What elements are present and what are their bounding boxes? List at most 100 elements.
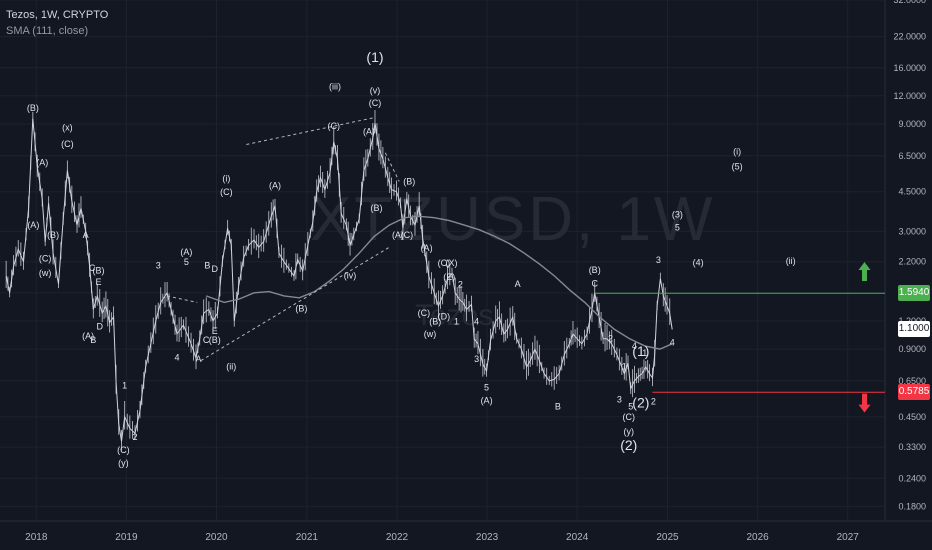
- name-watermark: Tezos: [415, 299, 493, 332]
- wave-label: 1: [122, 381, 127, 391]
- wave-label: (B): [295, 304, 307, 314]
- wave-label: D: [212, 264, 219, 274]
- wave-label: (A): [82, 331, 94, 341]
- wave-label: C: [89, 263, 96, 273]
- wave-label: (w): [39, 268, 52, 278]
- x-tick-label: 2023: [476, 532, 499, 543]
- price-line: [5, 118, 673, 442]
- y-tick-label: 9.0000: [898, 119, 926, 129]
- wave-label: 2: [458, 279, 463, 289]
- y-tick-label: 0.1800: [898, 501, 926, 511]
- y-tick-label: 22.0000: [893, 32, 926, 42]
- wave-label: 2: [608, 334, 613, 344]
- wave-label: (D): [438, 311, 451, 321]
- wave-label: (B): [403, 176, 415, 186]
- wave-label: (B): [209, 335, 221, 345]
- x-tick-label: 2024: [566, 532, 589, 543]
- trendline: [200, 246, 390, 362]
- symbol-watermark: XTZUSD, 1W: [310, 185, 715, 254]
- wave-label: (x): [62, 123, 73, 133]
- wave-label: 4: [670, 337, 675, 347]
- x-tick-label: 2021: [296, 532, 319, 543]
- y-tick-label: 0.4500: [898, 412, 926, 422]
- wave-label: 1: [642, 348, 647, 358]
- y-tick-label: 1.2000: [898, 316, 926, 326]
- wave-label: 4: [474, 316, 479, 326]
- wave-label: (A): [269, 181, 281, 191]
- wave-label: (E): [443, 272, 455, 282]
- wave-label: D: [96, 321, 103, 331]
- wave-label: (B): [92, 265, 104, 275]
- wave-label: C: [591, 278, 598, 288]
- wave-label: 2: [651, 397, 656, 407]
- wave-label: (C): [61, 139, 74, 149]
- wave-label: (3): [672, 210, 683, 220]
- support-price-badge: 0.5785: [898, 384, 930, 401]
- wave-label: (A): [421, 243, 433, 253]
- wave-label: (B): [27, 103, 39, 113]
- wave-label: C: [203, 335, 210, 345]
- indicator-label: SMA (111, close): [6, 25, 89, 37]
- wave-label: (y): [624, 427, 635, 437]
- y-tick-label: 32.0000: [893, 0, 926, 5]
- wave-label: (1): [632, 343, 649, 359]
- wave-label: 3: [656, 255, 661, 265]
- x-tick-label: 2025: [656, 532, 679, 543]
- y-tick-label: 2.2000: [898, 257, 926, 267]
- wave-label: (C): [220, 187, 233, 197]
- last-price-badge: 1.1000: [898, 321, 930, 338]
- x-tick-label: 2026: [746, 532, 769, 543]
- wave-label: 4: [174, 353, 179, 363]
- wave-label: (C): [623, 412, 636, 422]
- wave-label: (2): [632, 395, 649, 411]
- sma-line: [205, 215, 673, 350]
- trendline: [384, 152, 400, 182]
- wave-label: (A): [392, 230, 404, 240]
- trendline: [246, 117, 375, 145]
- wave-label: 2: [133, 432, 138, 442]
- x-tick-label: 2027: [837, 532, 860, 543]
- wave-label: 1: [454, 316, 459, 326]
- wave-label: A: [83, 230, 89, 240]
- wave-label: 3: [474, 354, 479, 364]
- wave-label: (iii): [329, 82, 341, 92]
- wave-label: (1): [366, 49, 383, 65]
- wave-label: (2): [620, 437, 637, 453]
- wave-label: (B): [47, 230, 59, 240]
- wave-label: 5: [675, 223, 680, 233]
- y-tick-label: 0.6500: [898, 376, 926, 386]
- y-tick-label: 4.5000: [898, 187, 926, 197]
- y-tick-label: 0.2400: [898, 473, 926, 483]
- x-tick-label: 2022: [386, 532, 409, 543]
- wave-label: 5: [628, 401, 633, 411]
- wave-label: B: [90, 335, 96, 345]
- wave-label: E: [212, 326, 218, 336]
- wave-label: 1: [622, 362, 627, 372]
- wave-label: (A): [363, 126, 375, 136]
- wave-label: B: [204, 261, 210, 271]
- wave-label: (C): [438, 258, 451, 268]
- wave-label: (B): [370, 203, 382, 213]
- wave-label: (A): [481, 396, 493, 406]
- y-tick-label: 3.0000: [898, 226, 926, 236]
- x-tick-label: 2020: [205, 532, 228, 543]
- wave-label: E: [95, 277, 101, 287]
- wave-label: (y): [118, 458, 129, 468]
- wave-label: (X): [446, 258, 458, 268]
- x-tick-label: 2019: [115, 532, 138, 543]
- wave-label: (C): [39, 254, 52, 264]
- wave-label: A: [515, 279, 521, 289]
- wave-label: (C): [369, 98, 382, 108]
- wave-label: (A): [36, 157, 48, 167]
- wave-label: (C): [328, 121, 341, 131]
- wave-label: (i): [222, 173, 230, 183]
- wave-label: 4: [632, 341, 637, 351]
- y-tick-label: 16.0000: [893, 63, 926, 73]
- wave-label: 3: [156, 261, 161, 271]
- trendline: [167, 295, 198, 303]
- wave-label: 3: [617, 395, 622, 405]
- wave-label: (iv): [344, 271, 357, 281]
- y-tick-label: 0.3300: [898, 442, 926, 452]
